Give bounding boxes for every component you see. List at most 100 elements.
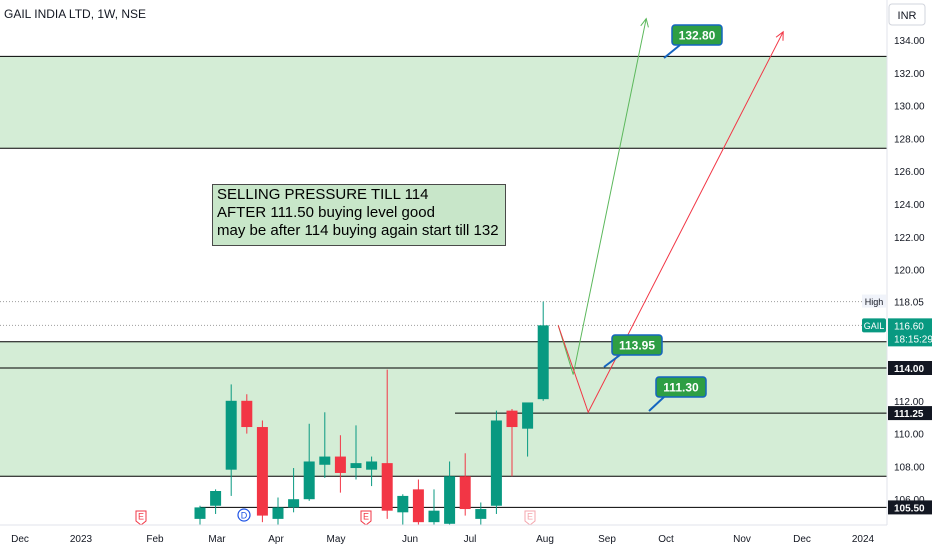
- candle[interactable]: [397, 494, 409, 533]
- candle[interactable]: [210, 489, 222, 514]
- high-tag-box: [862, 294, 886, 308]
- candle[interactable]: [225, 384, 237, 496]
- price-tick-label: 128.00: [894, 134, 925, 145]
- green-projection-arrow-head: [640, 17, 649, 28]
- candle[interactable]: [428, 489, 440, 528]
- dividend-marker-icon[interactable]: D: [237, 508, 251, 522]
- candle[interactable]: [350, 425, 362, 480]
- callout-114-box: [611, 334, 663, 356]
- candle[interactable]: [272, 497, 284, 529]
- candle-body: [288, 499, 300, 508]
- earnings-marker-icon-shape: [360, 510, 372, 526]
- green-projection-arrow[interactable]: [557, 17, 649, 375]
- green-projection-arrow-path: [557, 18, 647, 375]
- candle[interactable]: [303, 423, 315, 501]
- time-axis-label: Oct: [658, 534, 674, 545]
- last-price-label: 116.60: [894, 321, 924, 332]
- earnings-marker-icon-shape: [524, 510, 536, 526]
- candle[interactable]: [459, 453, 471, 516]
- level-badge-box: [888, 500, 932, 515]
- candle-body: [210, 491, 222, 506]
- annotation-line: may be after 114 buying again start till…: [217, 222, 499, 239]
- candle[interactable]: [506, 409, 518, 477]
- earnings-marker-icon[interactable]: E: [360, 510, 372, 526]
- price-axis[interactable]: INR 134.00 132.00 130.00 128.00 126.00 124.00 1…: [862, 0, 932, 525]
- candle-body: [350, 463, 362, 469]
- candle-body: [537, 325, 549, 400]
- currency-button-box: [888, 3, 926, 26]
- candle-body: [334, 456, 346, 473]
- annotation-line: AFTER 111.50 buying level good: [217, 204, 435, 221]
- time-axis[interactable]: Dec 2023 Feb Mar Apr May Jun Jul Aug Sep Oct Nov Dec…: [0, 524, 932, 550]
- callout-114-pointer: [603, 354, 621, 368]
- candle[interactable]: [288, 468, 300, 513]
- candle[interactable]: [366, 456, 378, 487]
- level-badge-label: 114.00: [894, 364, 924, 375]
- candle[interactable]: [334, 435, 346, 493]
- time-axis-label: Nov: [733, 534, 751, 545]
- currency-button[interactable]: INR: [888, 3, 926, 26]
- high-tag-label: High: [865, 297, 884, 307]
- candle-body: [412, 489, 424, 523]
- time-axis-label: Aug: [536, 534, 554, 545]
- callout-114[interactable]: 113.95: [603, 334, 663, 368]
- candle[interactable]: [475, 502, 487, 525]
- price-tick-label: 124.00: [894, 200, 925, 211]
- candle[interactable]: [256, 420, 268, 523]
- time-axis-label: Dec: [11, 534, 29, 545]
- candle-body: [475, 509, 487, 519]
- callout-111-box: [655, 376, 707, 398]
- annotation-line: SELLING PRESSURE TILL 114: [217, 186, 429, 203]
- supply-demand-zone[interactable]: [0, 56, 887, 149]
- time-axis-label: Apr: [268, 534, 284, 545]
- candle[interactable]: [241, 394, 253, 434]
- callout-111-pointer: [648, 396, 665, 412]
- earnings-marker-icon[interactable]: E: [135, 510, 147, 526]
- callout-111[interactable]: 111.30: [648, 376, 707, 412]
- callout-111-text: 111.30: [663, 381, 699, 395]
- earnings-marker-icon-letter: E: [527, 512, 533, 522]
- level-badge-label: 111.25: [894, 409, 924, 420]
- callout-132-text: 132.80: [679, 29, 716, 43]
- candle[interactable]: [412, 479, 424, 528]
- red-projection-arrow[interactable]: [557, 30, 784, 414]
- candle[interactable]: [444, 461, 456, 527]
- time-axis-label: Dec: [793, 534, 811, 545]
- price-tick-label: 122.00: [894, 233, 925, 244]
- candle[interactable]: [537, 301, 549, 401]
- level-badge-box: [888, 361, 932, 375]
- candle-body: [241, 400, 253, 428]
- candle-body: [428, 510, 440, 523]
- countdown-label: 18:15:29: [894, 334, 932, 345]
- callout-132[interactable]: 132.80: [663, 24, 723, 59]
- price-tick-label: 110.00: [894, 430, 924, 441]
- earnings-marker-icon-letter: E: [363, 512, 369, 522]
- chart-title: GAIL INDIA LTD, 1W, NSE: [4, 7, 146, 21]
- supply-demand-zone[interactable]: [0, 341, 887, 477]
- annotation-note[interactable]: SELLING PRESSURE TILL 114 AFTER 111.50 b…: [212, 184, 506, 246]
- time-axis-label: Sep: [598, 534, 616, 545]
- candle[interactable]: [381, 369, 393, 519]
- candle[interactable]: [522, 402, 534, 457]
- candle-body: [506, 410, 518, 428]
- red-projection-arrow-head: [775, 30, 784, 41]
- candle-body: [366, 461, 378, 470]
- price-tick-label: 112.00: [894, 397, 924, 408]
- candle[interactable]: [490, 410, 502, 514]
- plot-area: [0, 17, 887, 533]
- candle[interactable]: [319, 412, 331, 478]
- candle-body: [459, 476, 471, 510]
- time-axis-bg: [0, 525, 932, 550]
- time-axis-label: 2024: [852, 534, 875, 545]
- earnings-marker-icon[interactable]: E: [524, 510, 536, 526]
- candle-body: [444, 476, 456, 524]
- candle-body: [522, 402, 534, 429]
- time-axis-label: Mar: [208, 534, 226, 545]
- price-tick-label: 108.00: [894, 462, 925, 473]
- symbol-tag-label: GAIL: [864, 321, 885, 331]
- candle-body: [381, 463, 393, 511]
- high-value-label: 118.05: [894, 298, 924, 309]
- candle-body: [256, 427, 268, 516]
